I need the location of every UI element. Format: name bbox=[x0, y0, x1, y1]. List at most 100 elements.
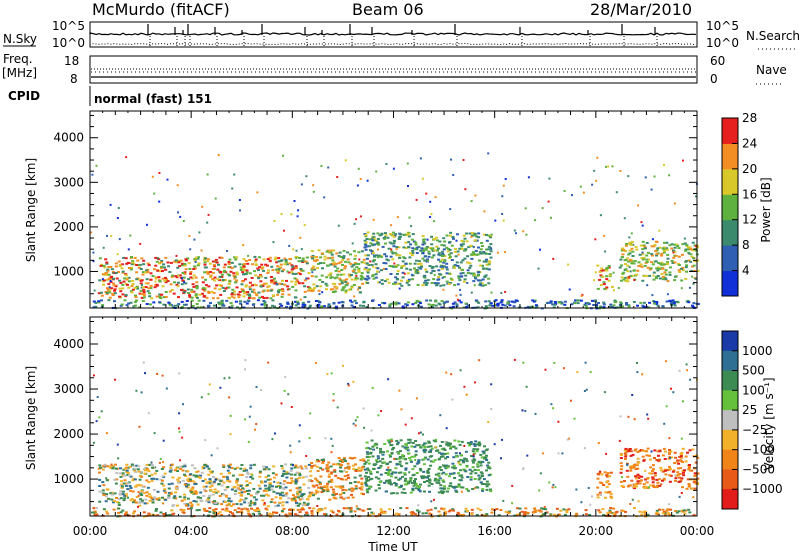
range-gate-cell bbox=[442, 507, 446, 510]
range-gate-cell bbox=[258, 266, 262, 269]
range-gate-cell bbox=[312, 494, 315, 497]
range-gate-cell bbox=[475, 300, 479, 303]
range-gate-cell bbox=[336, 477, 340, 480]
range-gate-cell bbox=[125, 304, 129, 307]
range-gate-cell bbox=[126, 473, 130, 476]
range-gate-cell bbox=[263, 282, 266, 285]
range-gate-cell bbox=[506, 301, 510, 304]
range-gate-cell bbox=[296, 466, 299, 469]
range-gate-cell bbox=[429, 460, 433, 463]
range-gate-cell bbox=[422, 433, 424, 436]
range-gate-cell bbox=[173, 469, 177, 472]
range-gate-cell bbox=[180, 288, 183, 291]
range-gate-cell bbox=[304, 260, 308, 263]
range-gate-cell bbox=[150, 477, 154, 480]
range-gate-cell bbox=[365, 447, 369, 450]
range-gate-cell bbox=[126, 466, 130, 469]
range-gate-cell bbox=[447, 487, 450, 490]
range-gate-cell bbox=[372, 259, 376, 261]
range-gate-cell bbox=[332, 249, 336, 252]
range-gate-cell bbox=[421, 284, 425, 287]
range-gate-cell bbox=[672, 243, 676, 246]
range-gate-cell bbox=[341, 287, 345, 290]
range-gate-cell bbox=[529, 306, 533, 309]
range-gate-cell bbox=[406, 480, 409, 483]
range-gate-cell bbox=[125, 495, 128, 498]
range-gate-cell bbox=[630, 232, 633, 235]
range-gate-cell bbox=[668, 465, 671, 468]
range-gate-cell bbox=[661, 454, 665, 457]
range-gate-cell bbox=[680, 287, 683, 290]
range-gate-cell bbox=[461, 268, 465, 271]
range-gate-cell bbox=[463, 457, 467, 460]
range-gate-cell bbox=[107, 273, 111, 276]
range-gate-cell bbox=[437, 479, 441, 482]
range-gate-cell bbox=[122, 280, 126, 283]
range-gate-cell bbox=[419, 446, 423, 449]
range-gate-cell bbox=[619, 471, 623, 474]
range-gate-cell bbox=[394, 471, 397, 474]
range-gate-cell bbox=[453, 439, 457, 442]
range-gate-cell bbox=[270, 265, 274, 268]
range-gate-cell bbox=[681, 471, 685, 474]
range-gate-cell bbox=[634, 485, 638, 488]
range-gate-cell bbox=[344, 260, 348, 263]
range-gate-cell bbox=[187, 278, 191, 281]
range-gate-cell bbox=[156, 257, 159, 260]
range-gate-cell bbox=[636, 451, 640, 453]
range-gate-cell bbox=[315, 484, 319, 487]
range-gate-cell bbox=[314, 477, 318, 480]
range-gate-cell bbox=[296, 493, 300, 496]
range-gate-cell bbox=[244, 291, 248, 294]
range-gate-cell bbox=[196, 503, 200, 506]
range-gate-cell bbox=[140, 494, 144, 497]
range-gate-cell bbox=[163, 488, 167, 491]
range-gate-cell bbox=[209, 276, 213, 278]
range-gate-cell bbox=[487, 474, 491, 477]
range-gate-cell bbox=[311, 267, 315, 270]
range-gate-cell bbox=[363, 426, 366, 429]
range-gate-cell bbox=[619, 468, 623, 471]
range-gate-cell bbox=[183, 483, 187, 486]
range-gate-cell bbox=[310, 491, 314, 494]
range-gate-cell bbox=[624, 268, 628, 271]
range-gate-cell bbox=[283, 229, 285, 232]
range-gate-cell bbox=[472, 245, 475, 248]
range-gate-cell bbox=[673, 451, 677, 454]
range-gate-cell bbox=[462, 461, 465, 464]
range-gate-cell bbox=[274, 473, 278, 476]
range-gate-cell bbox=[283, 257, 287, 260]
range-gate-cell bbox=[423, 451, 427, 454]
range-gate-cell bbox=[251, 263, 255, 266]
range-gate-cell bbox=[449, 252, 453, 255]
range-gate-cell bbox=[470, 455, 474, 457]
range-gate-cell bbox=[442, 490, 446, 493]
range-gate-cell bbox=[465, 232, 469, 235]
range-gate-cell bbox=[352, 488, 356, 491]
range-gate-cell bbox=[133, 499, 137, 502]
range-gate-cell bbox=[326, 264, 329, 267]
range-gate-cell bbox=[670, 243, 674, 246]
range-gate-cell bbox=[404, 448, 408, 450]
range-gate-cell bbox=[355, 505, 358, 508]
range-gate-cell bbox=[110, 493, 114, 496]
range-gate-cell bbox=[689, 378, 692, 381]
range-gate-cell bbox=[470, 235, 473, 238]
range-gate-cell bbox=[684, 248, 688, 251]
range-gate-cell bbox=[202, 485, 206, 488]
range-gate-cell bbox=[452, 174, 455, 176]
range-gate-cell bbox=[410, 455, 414, 458]
range-gate-cell bbox=[351, 269, 355, 272]
range-gate-cell bbox=[208, 482, 212, 485]
range-gate-cell bbox=[206, 258, 210, 261]
range-gate-cell bbox=[123, 494, 127, 497]
range-gate-cell bbox=[644, 274, 648, 277]
range-gate-cell bbox=[651, 294, 654, 297]
range-gate-cell bbox=[479, 471, 483, 474]
range-gate-cell bbox=[196, 264, 200, 267]
range-gate-cell bbox=[326, 490, 330, 493]
range-gate-cell bbox=[658, 458, 661, 461]
range-gate-cell bbox=[262, 465, 266, 468]
range-gate-cell bbox=[358, 487, 362, 490]
range-gate-cell bbox=[147, 412, 150, 415]
